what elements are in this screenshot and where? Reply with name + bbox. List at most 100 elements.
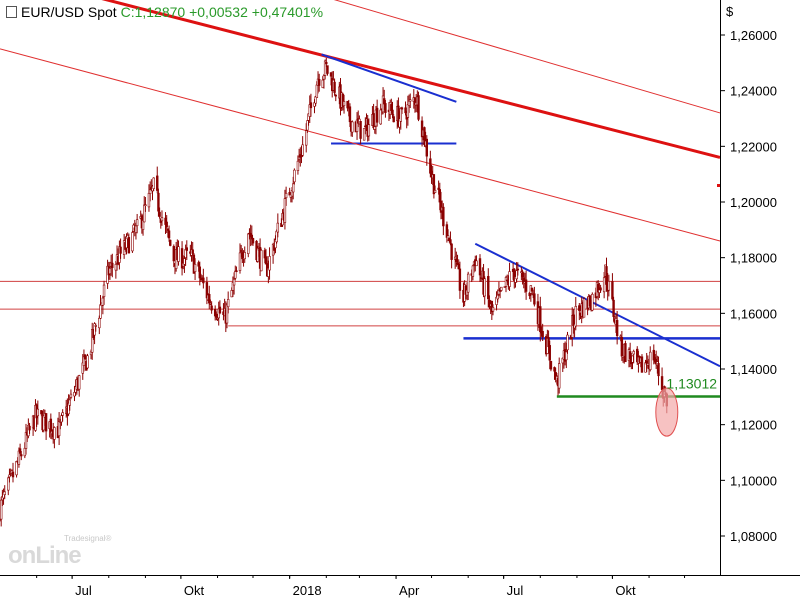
- candle-body: [68, 399, 71, 406]
- candle: [640, 354, 644, 373]
- candle-body: [296, 160, 300, 171]
- checkbox-icon[interactable]: [6, 6, 17, 18]
- candle-body: [251, 238, 255, 244]
- candle-body: [548, 345, 551, 361]
- candle-body: [588, 295, 592, 307]
- candle: [28, 422, 31, 434]
- candle-body: [491, 307, 495, 312]
- candle: [406, 95, 410, 126]
- candle-body: [152, 177, 155, 189]
- candle: [218, 300, 222, 315]
- candle: [547, 330, 550, 348]
- candle-body: [348, 106, 352, 123]
- candle: [571, 307, 574, 347]
- symbol-label: EUR/USD Spot: [21, 4, 117, 20]
- candle-body: [108, 268, 112, 275]
- candle: [471, 264, 475, 281]
- logo-sub: Tradesignal®: [64, 534, 112, 543]
- candle-body: [15, 461, 18, 476]
- candle: [177, 240, 180, 266]
- candle-body: [165, 221, 168, 228]
- candle: [404, 101, 407, 116]
- candle: [169, 239, 172, 247]
- candle-body: [102, 284, 106, 297]
- candle-body: [326, 65, 329, 74]
- candle: [409, 93, 412, 109]
- candle: [49, 413, 53, 439]
- candle-body: [147, 192, 151, 208]
- candle: [326, 65, 329, 76]
- candle: [450, 243, 453, 269]
- candle: [566, 331, 569, 354]
- candle: [612, 296, 615, 322]
- candle: [591, 292, 594, 312]
- candle-body: [574, 306, 577, 327]
- candle-body: [69, 393, 73, 398]
- candle-body: [553, 367, 556, 372]
- candle-body: [391, 109, 394, 116]
- candle: [69, 389, 73, 400]
- candle-body: [235, 270, 238, 273]
- candle-body: [417, 95, 420, 120]
- candle: [15, 460, 18, 478]
- candle-body: [533, 293, 536, 305]
- highlight-ellipse: [655, 387, 679, 437]
- candle-body: [457, 263, 460, 270]
- x-tick-label: Jul: [507, 583, 524, 598]
- candle-body: [148, 189, 152, 194]
- candle-body: [362, 128, 366, 141]
- candle-body: [119, 246, 122, 254]
- candle: [375, 99, 379, 127]
- candle-body: [284, 193, 288, 199]
- candle-body: [78, 375, 81, 390]
- candle-body: [143, 204, 146, 223]
- candle: [433, 185, 437, 193]
- candle: [284, 186, 288, 206]
- candle-body: [283, 198, 287, 223]
- candle-body: [409, 99, 412, 102]
- candle: [160, 210, 164, 226]
- candle-body: [640, 356, 644, 373]
- candle: [243, 246, 246, 263]
- candle-body: [582, 298, 586, 318]
- candle-body: [73, 392, 76, 397]
- candle: [102, 280, 106, 305]
- candle-body: [275, 230, 278, 243]
- candle: [455, 251, 458, 267]
- candle-body: [483, 278, 486, 297]
- x-tick-label: Okt: [615, 583, 636, 598]
- candle: [44, 413, 48, 440]
- candle-body: [232, 278, 236, 286]
- change-abs: +0,00532: [189, 4, 248, 20]
- candle-body: [191, 249, 194, 254]
- x-tick-label: Okt: [184, 583, 205, 598]
- candle: [442, 203, 445, 236]
- candle-body: [373, 126, 376, 130]
- trendline: [321, 53, 457, 103]
- candle-body: [632, 351, 635, 355]
- candle: [578, 303, 581, 321]
- candle-body: [615, 319, 619, 336]
- y-tick-label: 1,14000: [730, 362, 777, 377]
- candle: [432, 174, 436, 199]
- x-tick-label: Jul: [75, 583, 92, 598]
- candle-body: [515, 270, 518, 280]
- candle-body: [306, 120, 309, 131]
- candle: [7, 476, 10, 496]
- candle: [500, 286, 503, 292]
- candle-body: [321, 79, 324, 88]
- candle: [118, 240, 121, 270]
- candle-body: [392, 116, 395, 123]
- candle-body: [478, 258, 482, 276]
- candle-body: [7, 477, 10, 491]
- candle: [293, 168, 296, 185]
- y-tick-label: 1,20000: [730, 195, 777, 210]
- candle-body: [215, 313, 218, 318]
- candle-body: [433, 189, 437, 193]
- logo-brand: onLine: [8, 542, 82, 569]
- candle-body: [504, 276, 508, 287]
- candle: [234, 265, 237, 281]
- candle-body: [318, 79, 321, 86]
